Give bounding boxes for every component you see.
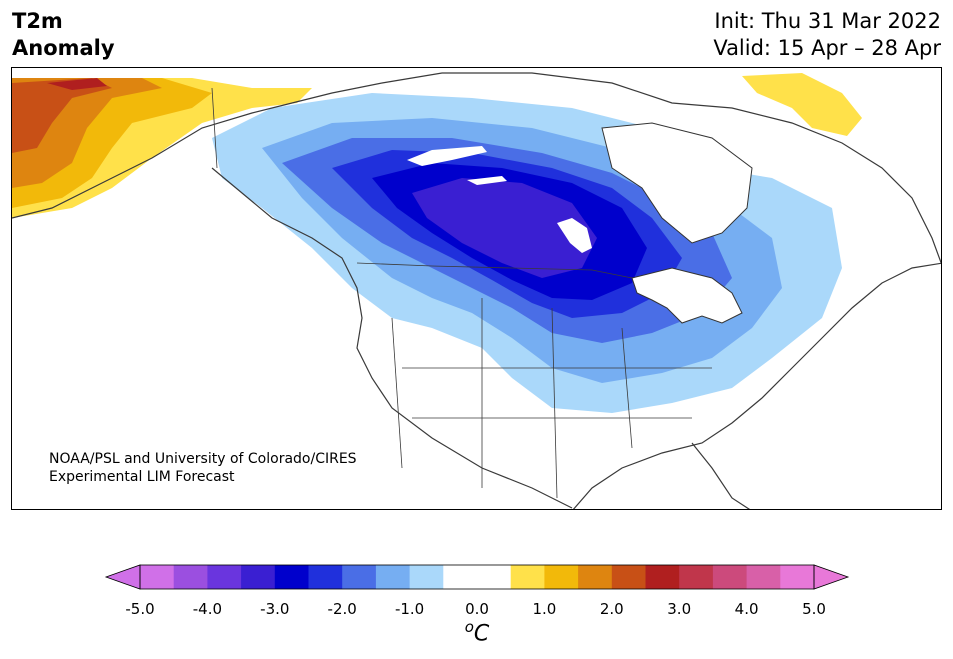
colorbar-segment [645, 565, 680, 589]
colorbar-segment [274, 565, 309, 589]
forecast-dates: Init: Thu 31 Mar 2022 Valid: 15 Apr – 28… [713, 8, 941, 62]
credit-line-2: Experimental LIM Forecast [49, 469, 235, 485]
colorbar-segment [578, 565, 613, 589]
colorbar-outline [139, 564, 815, 590]
great-bear-lake [407, 146, 487, 166]
colorbar-segment [477, 565, 512, 589]
colorbar-segment [173, 565, 208, 589]
lake-winnipeg [557, 218, 592, 253]
colorbar-segment [241, 565, 276, 589]
colorbar-extend-min [104, 564, 141, 590]
colorbar-tick-label: 3.0 [667, 600, 692, 618]
warm-anomaly-alaska-peak [47, 78, 107, 90]
colorbar-segment [375, 565, 411, 589]
great-lakes [631, 267, 743, 324]
warm-anomaly-baffin [742, 73, 862, 136]
colorbar-unit: oC [465, 618, 490, 646]
credit-line-1: NOAA/PSL and University of Colorado/CIRE… [49, 451, 357, 467]
colorbar-tick-label: -2.0 [327, 600, 357, 618]
colorbar-segment [712, 565, 748, 589]
colorbar-tick-label: -5.0 [125, 600, 155, 618]
colorbar-segment [140, 565, 175, 589]
colorbar-tick-label: 5.0 [802, 600, 826, 618]
unit-letter: C [473, 621, 490, 647]
colorbar-segment [443, 565, 478, 589]
colorbar [104, 564, 850, 590]
colorbar-segment [409, 565, 444, 589]
anomaly-map [11, 67, 942, 510]
colorbar-tick-label: -4.0 [192, 600, 223, 618]
colorbar-segment [780, 565, 815, 589]
data-credit: NOAA/PSL and University of Colorado/CIRE… [49, 450, 357, 486]
unit-superscript: o [464, 618, 474, 636]
colorbar-tick-label: 1.0 [532, 600, 557, 618]
valid-range: Valid: 15 Apr – 28 Apr [713, 36, 941, 60]
title-line-2: Anomaly [12, 36, 115, 60]
colorbar-segment [342, 565, 377, 589]
colorbar-segment [207, 565, 242, 589]
colorbar-segment [746, 565, 781, 589]
colorbar-tick-label: 0.0 [465, 600, 489, 618]
colorbar-segment [611, 565, 646, 589]
colorbar-segment [544, 565, 579, 589]
colorbar-extend-max [813, 564, 850, 590]
title-line-1: T2m [12, 9, 63, 33]
init-date: Init: Thu 31 Mar 2022 [714, 9, 941, 33]
colorbar-segment [679, 565, 714, 589]
colorbar-segments [140, 565, 815, 589]
colorbar-segment [308, 565, 343, 589]
warm-anomaly-alaska-core [12, 78, 112, 153]
map-title: T2m Anomaly [12, 8, 115, 62]
colorbar-segment [510, 565, 545, 589]
cold-anomaly-6 [412, 178, 597, 278]
hudson-bay [601, 122, 753, 244]
colorbar-tick-label: -3.0 [260, 600, 290, 618]
political-borders [211, 87, 712, 499]
colorbar-tick-label: -1.0 [394, 600, 425, 618]
colorbar-tick-label: 2.0 [599, 600, 624, 618]
colorbar-tick-label: 4.0 [734, 600, 759, 618]
map-canvas [12, 72, 941, 509]
coastlines [12, 72, 941, 509]
great-slave-lake [467, 176, 507, 185]
